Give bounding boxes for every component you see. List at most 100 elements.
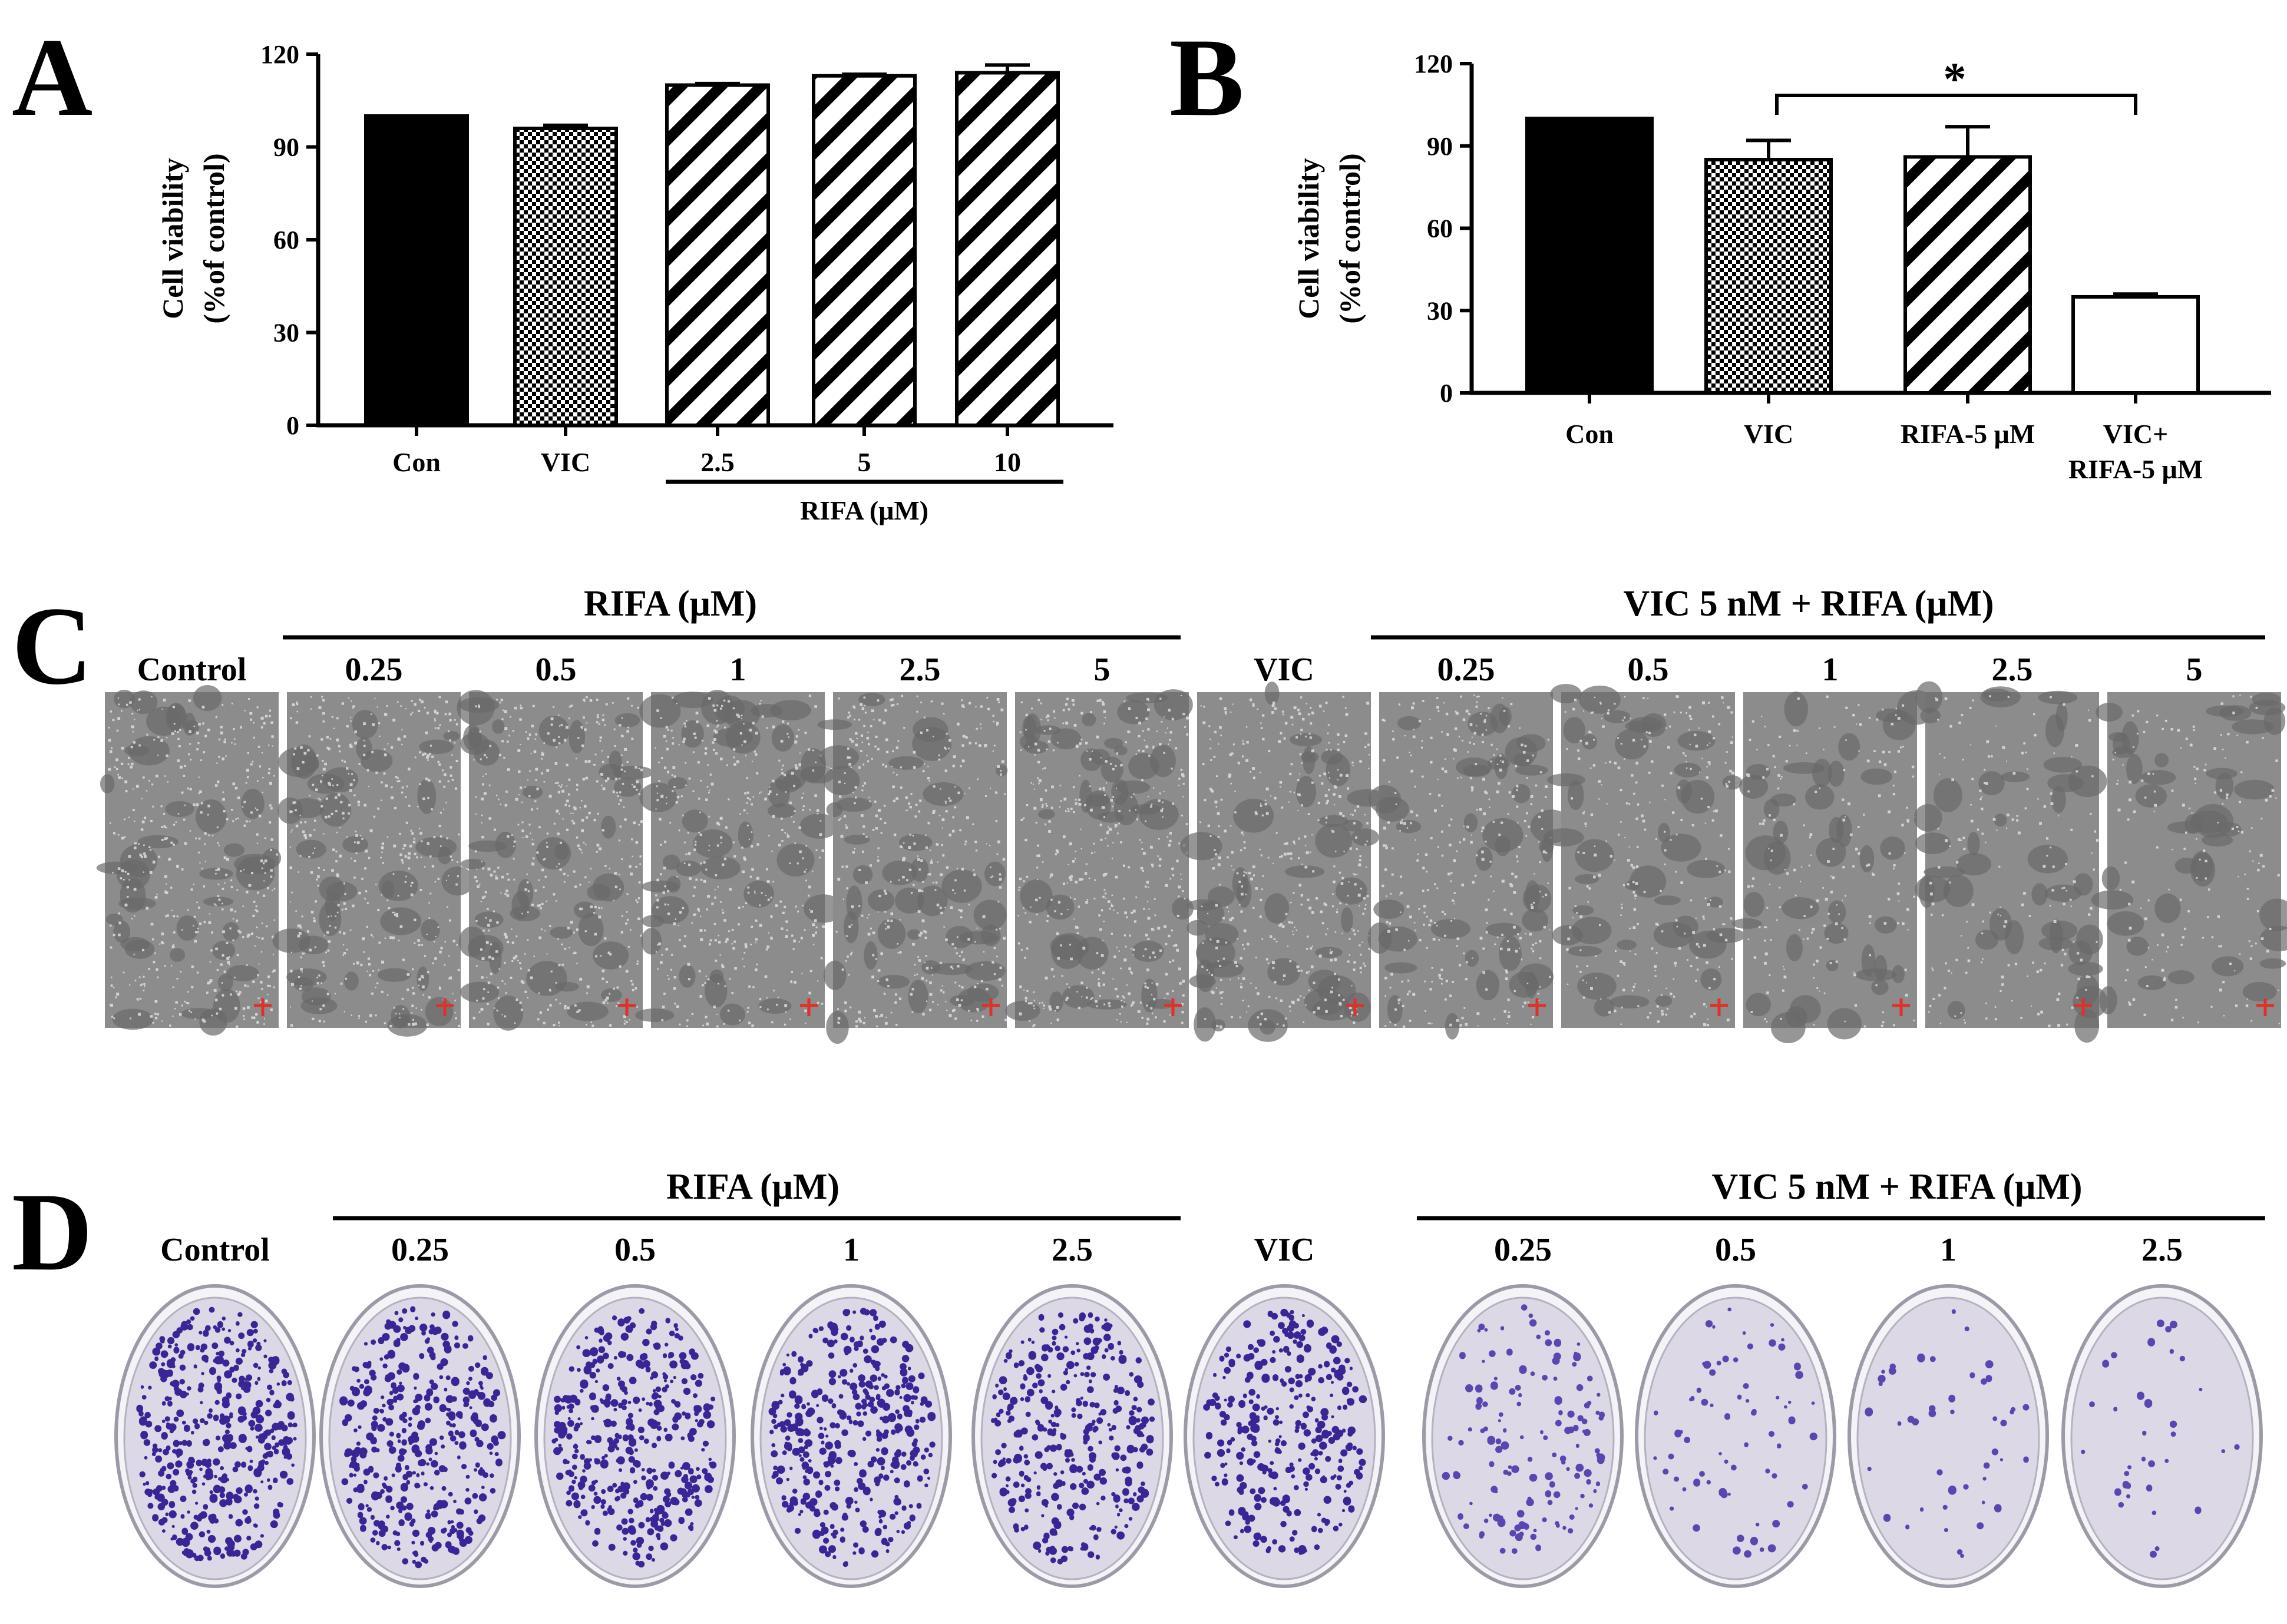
panel-c-micrograph-texture	[2091, 692, 2287, 1015]
panel-b-xtick-label: VIC	[1744, 419, 1793, 449]
panel-a-xtick-label: 10	[994, 447, 1021, 477]
panel-b-bar	[1704, 158, 1833, 395]
panel-a-xtick-label: Con	[392, 447, 441, 477]
panel-c-scale-bar	[618, 998, 636, 1016]
panel-c-micrograph-texture	[1913, 681, 2108, 1043]
panel-c-column-label: 0.25	[1437, 651, 1495, 688]
panel-d-column-label: 2.5	[1052, 1232, 1093, 1268]
panel-c-micrograph-texture	[96, 685, 282, 1036]
panel-d-dish	[1192, 1296, 1376, 1580]
panel-a-xtick-label: VIC	[541, 447, 590, 477]
panel-b-ytick-label: 60	[1427, 214, 1453, 243]
panel-d-colonies	[991, 1312, 1155, 1565]
panel-c-micrograph-texture	[817, 693, 1008, 1044]
panel-d-colonies	[1203, 1308, 1367, 1555]
panel-a-bar	[364, 114, 469, 427]
panel-c: C RIFA (μM) VIC 5 nM + RIFA (μM) Control…	[12, 584, 2287, 1044]
panel-c-cells	[289, 696, 461, 1028]
panel-d-dish	[1856, 1296, 2040, 1580]
panel-c-micrograph-texture	[457, 690, 654, 1031]
panel-d-columns: Control 0.25 0.5 1 2.5 VIC 0.25 0.5 1 2.5	[114, 1232, 2263, 1588]
panel-b: B Cell viability (%of control) 0 30 60 90 12…	[1169, 16, 2271, 484]
panel-a-ytick-label: 0	[286, 411, 299, 440]
panel-d: D RIFA (μM) VIC 5 nM + RIFA (μM) Control…	[12, 1167, 2265, 1588]
panel-c-scale-bar	[1528, 998, 1546, 1016]
panel-c-micrograph-texture	[1543, 683, 1746, 1017]
panel-b-significance-bracket	[1775, 94, 2137, 115]
panel-c-scale-bar	[2256, 998, 2274, 1016]
panel-a-bar	[513, 127, 618, 427]
panel-d-column-label: 0.25	[1494, 1232, 1552, 1268]
panel-d-dish	[980, 1296, 1164, 1580]
panel-b-xtick-label: RIFA-5 μM	[2068, 454, 2203, 484]
panel-c-group2-label: VIC 5 nM + RIFA (μM)	[1624, 584, 1994, 624]
panel-c-cells	[835, 694, 1007, 1028]
panel-d-colonies	[339, 1306, 506, 1569]
panel-c-cells	[1382, 694, 1552, 1028]
panel-c-micrograph-texture	[1367, 703, 1572, 1040]
panel-d-column-label: 1	[843, 1232, 860, 1268]
panel-a-y-ticks: 0 30 60 90 120	[260, 40, 318, 440]
panel-c-column-label: 5	[2186, 651, 2203, 688]
panel-b-bar	[2071, 295, 2200, 395]
panel-b-bar	[1525, 117, 1654, 395]
panel-c-column-label: 1	[730, 651, 746, 688]
panel-d-column-label: VIC	[1254, 1232, 1315, 1268]
panel-d-column-label: 0.5	[614, 1232, 656, 1268]
panel-c-scale-bar	[254, 998, 272, 1016]
panel-b-xtick-label: RIFA-5 μM	[1901, 419, 2035, 449]
panel-b-significance-star: *	[1944, 53, 1967, 104]
panel-c-micrograph	[1925, 692, 2099, 1028]
panel-a-ylabel-line2: (%of control)	[197, 153, 230, 323]
panel-a-bar	[665, 83, 770, 427]
panel-b-x-labels: Con VIC RIFA-5 μM VIC+ RIFA-5 μM	[1565, 419, 2203, 484]
panel-a-xtick-label: 5	[858, 447, 871, 477]
panel-d-column-label: 0.5	[1715, 1232, 1756, 1268]
panel-d-colonies	[1653, 1307, 1817, 1558]
panel-a-bars	[364, 63, 1060, 436]
panel-a-ytick-label: 120	[260, 40, 299, 69]
panel-d-group1-label: RIFA (μM)	[666, 1167, 840, 1207]
panel-b-ytick-label: 30	[1427, 296, 1453, 325]
panel-a-bar	[812, 74, 917, 427]
panel-c-letter: C	[12, 584, 92, 708]
panel-a-bar	[955, 71, 1060, 427]
panel-d-colonies	[1865, 1309, 2030, 1558]
panel-c-column-label: 0.5	[1628, 651, 1669, 688]
panel-c-scale-bar	[1710, 998, 1728, 1016]
panel-a-ytick-label: 90	[273, 133, 299, 162]
panel-a-ytick-label: 60	[273, 226, 299, 254]
panel-c-scale-bar	[800, 998, 818, 1016]
panel-c-scale-bar	[1164, 998, 1182, 1016]
panel-c-scale-bar	[436, 998, 454, 1016]
panel-a-ylabel-line1: Cell viability	[156, 158, 189, 319]
panel-d-colonies	[768, 1308, 936, 1567]
panel-b-ytick-label: 0	[1440, 379, 1453, 408]
panel-c-column-label: Control	[137, 651, 247, 688]
panel-a-x-labels: Con VIC 2.5 5 10	[392, 447, 1021, 477]
panel-c-column-label: 0.25	[345, 651, 403, 688]
panel-c-scale-bar	[1892, 998, 1910, 1016]
panel-d-column-label: 0.25	[391, 1232, 449, 1268]
panel-d-dish	[2070, 1296, 2254, 1580]
panel-d-colonies	[551, 1308, 717, 1568]
panel-b-bars	[1525, 117, 2200, 403]
panel-c-column-label: 0.5	[536, 651, 577, 688]
panel-a-letter: A	[12, 16, 92, 140]
panel-d-column-label: 1	[1940, 1232, 1956, 1268]
panel-c-cells	[1199, 696, 1370, 1028]
panel-c-column-label: VIC	[1254, 651, 1314, 688]
panel-a-xtick-label: 2.5	[700, 447, 735, 477]
panel-c-columns: Control 0.25 0.5 1 2.5 5 VIC 0.25 0.5 1 2.5 5	[96, 651, 2287, 1044]
panel-d-group2-label: VIC 5 nM + RIFA (μM)	[1712, 1167, 2083, 1207]
panel-b-y-ticks: 0 30 60 90 120	[1414, 49, 1472, 408]
panel-b-ytick-label: 90	[1427, 132, 1453, 161]
panel-c-column-label: 1	[1822, 651, 1839, 688]
panel-d-letter: D	[12, 1170, 92, 1294]
panel-b-xtick-label: Con	[1565, 419, 1614, 449]
panel-c-scale-bar	[2074, 998, 2092, 1016]
panel-d-dish	[1644, 1296, 1827, 1580]
panel-d-colonies	[1442, 1304, 1605, 1554]
panel-a: A Cell viability (%of control) 0 30 60 90 12…	[12, 16, 1113, 525]
